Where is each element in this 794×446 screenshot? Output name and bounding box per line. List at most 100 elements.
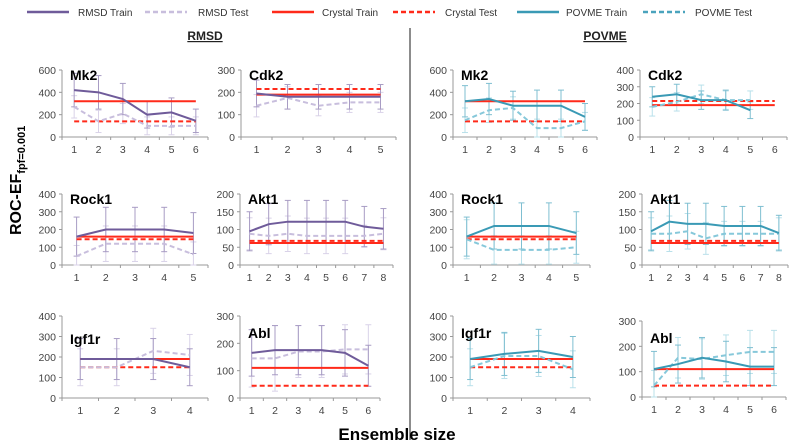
y-tick-label: 100 <box>216 366 234 378</box>
x-tick-label: 1 <box>651 404 657 416</box>
x-tick-label: 1 <box>649 144 655 156</box>
x-tick-label: 6 <box>739 272 745 284</box>
y-tick-label: 200 <box>38 110 56 122</box>
x-tick-label: 6 <box>365 405 371 417</box>
x-tick-label: 3 <box>698 144 704 156</box>
x-tick-label: 2 <box>675 404 681 416</box>
y-tick-label: 200 <box>616 99 634 111</box>
y-tick-label: 0 <box>441 393 447 405</box>
povme-train-line <box>652 93 751 112</box>
x-axis-label: Ensemble size <box>338 425 455 444</box>
y-tick-label: 100 <box>429 373 447 385</box>
y-tick-label: 400 <box>38 189 56 201</box>
y-tick-label: 0 <box>228 393 234 405</box>
x-tick-label: 5 <box>747 144 753 156</box>
x-tick-label: 6 <box>772 144 778 156</box>
panel-title: Mk2 <box>70 67 97 83</box>
y-tick-label: 200 <box>38 225 56 237</box>
x-tick-label: 3 <box>316 144 322 156</box>
y-tick-label: 0 <box>228 260 234 272</box>
povme-test-line <box>464 106 586 130</box>
x-tick-label: 4 <box>546 272 552 284</box>
x-tick-label: 5 <box>169 144 175 156</box>
rmsd-train-line <box>249 220 384 233</box>
group-header-povme: POVME <box>583 29 626 43</box>
x-tick-label: 3 <box>685 272 691 284</box>
y-tick-label: 0 <box>630 392 636 404</box>
y-tick-label: 200 <box>217 87 235 99</box>
legend-label: Crystal Test <box>445 8 497 19</box>
x-tick-label: 1 <box>77 405 83 417</box>
x-tick-label: 3 <box>120 144 126 156</box>
panel-title: Rock1 <box>70 191 112 207</box>
y-tick-label: 0 <box>628 132 634 144</box>
y-tick-label: 400 <box>38 311 56 323</box>
x-tick-label: 2 <box>114 405 120 417</box>
x-tick-label: 2 <box>96 144 102 156</box>
rmsd-train-line <box>256 92 381 98</box>
povme-test-line <box>652 93 751 108</box>
y-tick-label: 400 <box>429 87 447 99</box>
x-tick-label: 5 <box>378 144 384 156</box>
y-tick-label: 200 <box>216 189 234 201</box>
x-tick-label: 4 <box>347 144 353 156</box>
legend-label: RMSD Train <box>78 8 132 19</box>
y-tick-label: 200 <box>429 352 447 364</box>
x-tick-label: 5 <box>558 144 564 156</box>
y-tick-label: 100 <box>618 225 636 237</box>
povme-test-line <box>466 238 577 251</box>
y-tick-label: 400 <box>429 311 447 323</box>
rmsd-train-line <box>74 89 197 122</box>
x-tick-label: 4 <box>703 272 709 284</box>
x-tick-label: 3 <box>132 272 138 284</box>
legend-label: POVME Test <box>695 8 752 19</box>
y-tick-label: 0 <box>441 260 447 272</box>
x-tick-label: 1 <box>249 405 255 417</box>
panel-title: Mk2 <box>461 67 488 83</box>
panel-title: Abl <box>248 325 271 341</box>
x-tick-label: 2 <box>666 272 672 284</box>
x-tick-label: 6 <box>342 272 348 284</box>
x-tick-label: 1 <box>254 144 260 156</box>
x-tick-label: 1 <box>71 144 77 156</box>
povme-train-line <box>650 220 780 234</box>
x-tick-label: 5 <box>747 404 753 416</box>
y-tick-label: 150 <box>216 207 234 219</box>
panel-title: Igf1r <box>70 331 101 347</box>
y-axis-label: ROC-EFfpf=0.001 <box>8 126 28 235</box>
x-tick-label: 2 <box>266 272 272 284</box>
x-tick-label: 4 <box>723 404 729 416</box>
x-tick-label: 4 <box>534 144 540 156</box>
panel-title: Igf1r <box>461 325 492 341</box>
x-tick-label: 3 <box>536 405 542 417</box>
x-tick-label: 1 <box>467 405 473 417</box>
y-tick-label: 300 <box>38 332 56 344</box>
y-tick-label: 0 <box>50 132 56 144</box>
povme-test-line <box>653 350 774 387</box>
x-tick-label: 2 <box>501 405 507 417</box>
x-tick-label: 3 <box>285 272 291 284</box>
rmsd-test-line <box>249 232 384 237</box>
panel-title: Rock1 <box>461 191 503 207</box>
y-tick-label: 100 <box>38 242 56 254</box>
x-tick-label: 7 <box>361 272 367 284</box>
y-tick-label: 300 <box>216 311 234 323</box>
y-tick-label: 400 <box>429 189 447 201</box>
panel-title: Akt1 <box>248 191 279 207</box>
rmsd-test-line <box>76 242 194 258</box>
x-tick-label: 3 <box>150 405 156 417</box>
x-tick-label: 1 <box>462 144 468 156</box>
y-tick-label: 200 <box>216 338 234 350</box>
rmsd-test-line <box>251 348 369 360</box>
y-tick-label: 300 <box>217 65 235 77</box>
panel-title: Cdk2 <box>249 67 283 83</box>
x-tick-label: 5 <box>342 405 348 417</box>
x-tick-label: 4 <box>187 405 193 417</box>
x-tick-label: 5 <box>721 272 727 284</box>
y-tick-label: 200 <box>429 225 447 237</box>
rmsd-train-line <box>251 349 369 367</box>
y-tick-label: 600 <box>429 65 447 77</box>
y-tick-label: 100 <box>38 373 56 385</box>
y-tick-label: 50 <box>222 242 234 254</box>
x-tick-label: 1 <box>74 272 80 284</box>
